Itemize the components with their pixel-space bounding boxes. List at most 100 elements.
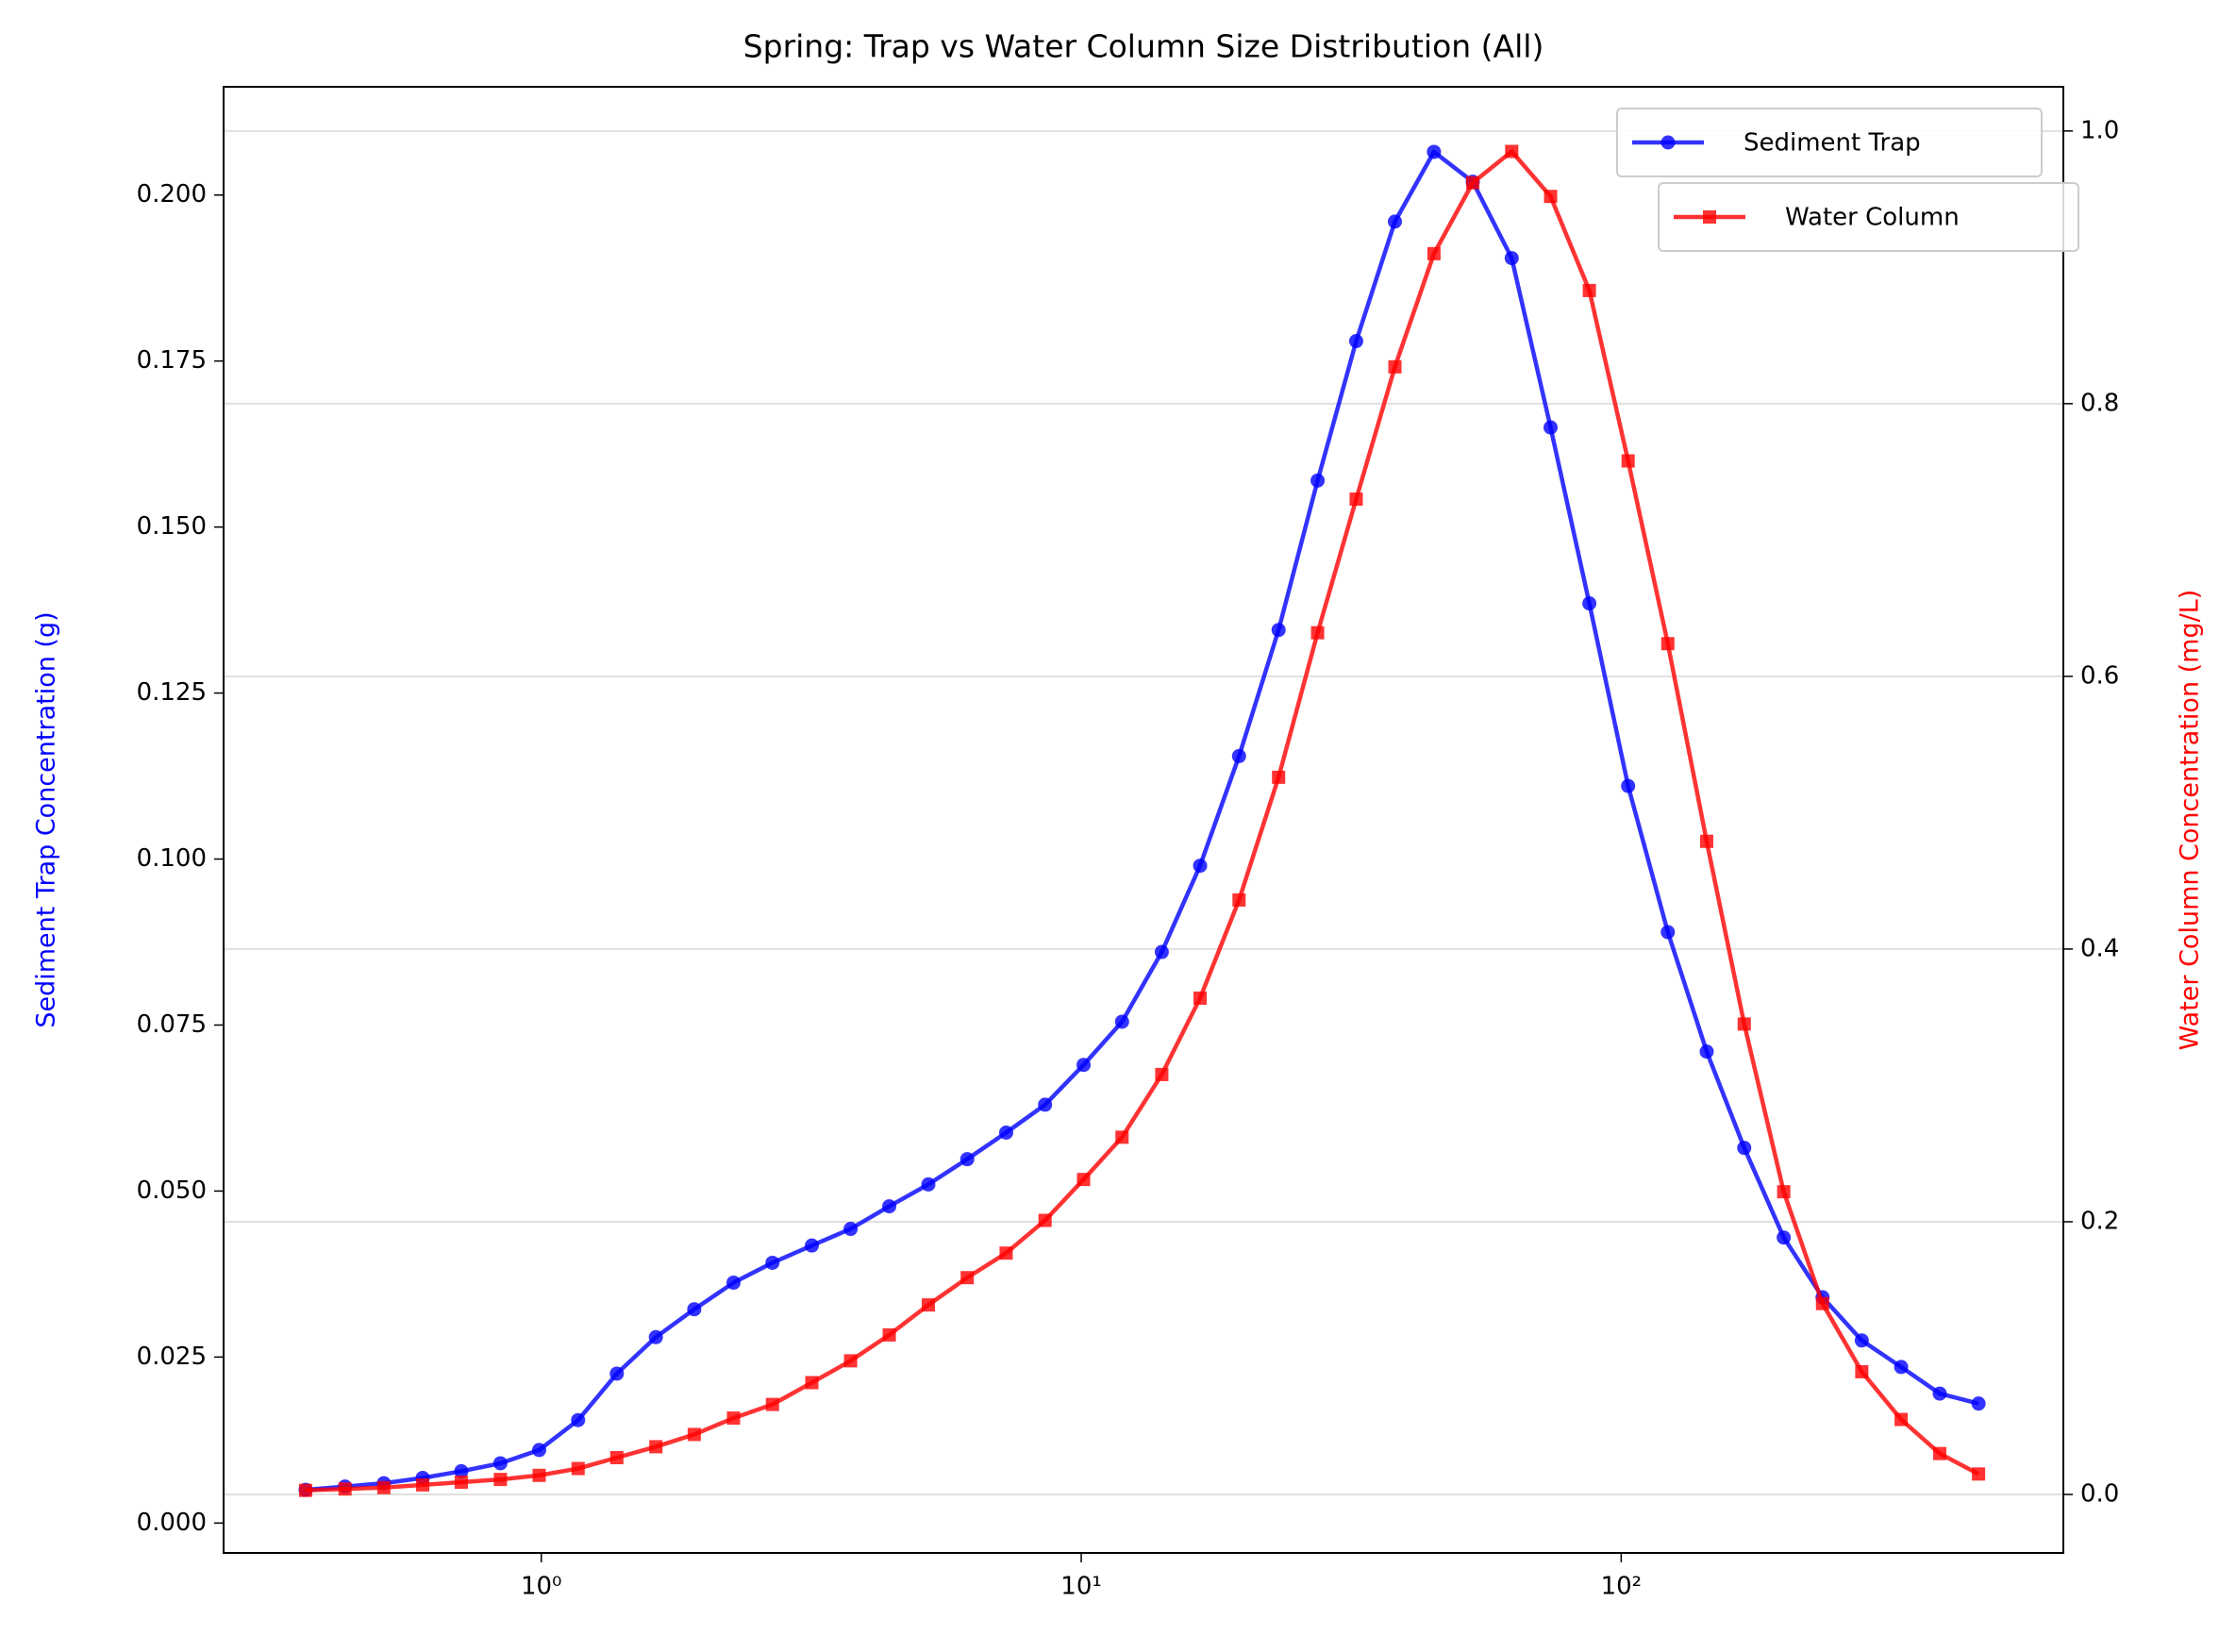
marker	[1703, 210, 1716, 224]
marker	[960, 1271, 975, 1285]
marker	[454, 1475, 468, 1489]
marker	[882, 1327, 896, 1342]
marker	[1737, 1141, 1752, 1156]
legend-label: Water Column	[1785, 204, 1960, 232]
y2-tick-label: 1.0	[2080, 116, 2119, 144]
marker	[1232, 893, 1246, 907]
chart-title: Spring: Trap vs Water Column Size Distri…	[743, 28, 1544, 65]
marker	[1815, 1296, 1829, 1310]
y2-tick-label: 0.8	[2080, 389, 2119, 417]
marker	[376, 1480, 391, 1494]
marker	[571, 1461, 585, 1476]
marker	[1076, 1173, 1091, 1187]
marker	[609, 1366, 625, 1381]
marker	[298, 1483, 312, 1497]
marker	[1621, 778, 1636, 793]
marker	[765, 1255, 780, 1270]
y-tick-label: 0.075	[137, 1010, 207, 1039]
marker	[882, 1199, 897, 1214]
y-tick-label: 0.150	[137, 512, 207, 541]
marker	[493, 1473, 508, 1487]
marker	[531, 1443, 546, 1458]
marker	[843, 1222, 859, 1237]
marker	[1348, 334, 1363, 349]
marker	[1855, 1364, 1869, 1378]
marker	[1271, 623, 1286, 638]
marker	[805, 1376, 819, 1390]
marker	[1544, 420, 1559, 435]
marker	[1660, 637, 1675, 651]
series-line	[305, 149, 1979, 1493]
marker	[1388, 359, 1402, 374]
marker	[609, 1450, 624, 1464]
marker	[1272, 770, 1286, 784]
marker	[726, 1411, 741, 1426]
y2-tick-label: 0.0	[2080, 1480, 2119, 1509]
marker	[338, 1482, 352, 1496]
y-tick-label: 0.200	[137, 180, 207, 209]
marker	[1737, 1017, 1751, 1031]
marker	[843, 1354, 858, 1368]
marker	[687, 1302, 702, 1317]
marker	[1932, 1386, 1947, 1401]
marker	[1582, 283, 1596, 297]
marker	[492, 1456, 508, 1471]
y-tick-label: 0.025	[137, 1343, 207, 1371]
marker	[1038, 1213, 1052, 1227]
marker	[1699, 1044, 1714, 1060]
marker	[532, 1468, 546, 1482]
legend-box	[1658, 182, 2079, 252]
marker	[921, 1298, 935, 1312]
y-tick-label: 0.175	[137, 346, 207, 375]
marker	[648, 1329, 663, 1344]
marker	[999, 1246, 1013, 1260]
y2-axis-label: Water Column Concentration (mg/L)	[2176, 590, 2205, 1051]
marker	[1699, 834, 1713, 848]
marker	[687, 1427, 701, 1442]
marker	[1660, 925, 1676, 940]
y-tick-label: 0.000	[137, 1509, 207, 1537]
marker	[1114, 1014, 1129, 1029]
marker	[1544, 190, 1558, 204]
x-tick-label: 10¹	[1060, 1573, 1102, 1601]
marker	[804, 1238, 819, 1253]
x-tick-label: 10²	[1601, 1573, 1643, 1601]
marker	[1388, 214, 1403, 229]
marker	[1193, 991, 1208, 1005]
y-axis-label: Sediment Trap Concentration (g)	[32, 611, 61, 1027]
marker	[1193, 859, 1208, 874]
marker	[921, 1176, 936, 1192]
plot-frame	[223, 86, 2064, 1554]
y-tick-label: 0.050	[137, 1176, 207, 1205]
legend-label: Sediment Trap	[1744, 129, 1921, 158]
marker	[1504, 251, 1519, 266]
marker	[959, 1152, 975, 1167]
legend-box	[1616, 108, 2043, 177]
marker	[1115, 1130, 1129, 1144]
marker	[1972, 1467, 1986, 1481]
marker	[1894, 1412, 1909, 1427]
marker	[1038, 1097, 1053, 1112]
y2-tick-label: 0.2	[2080, 1207, 2119, 1235]
x-tick-label: 10⁰	[521, 1573, 562, 1601]
marker	[998, 1125, 1013, 1140]
marker	[1349, 492, 1363, 507]
marker	[649, 1440, 663, 1454]
marker	[1310, 626, 1325, 640]
marker	[571, 1412, 586, 1427]
marker	[1155, 1067, 1169, 1081]
marker	[1582, 596, 1597, 611]
marker	[1154, 944, 1169, 959]
marker	[1427, 246, 1441, 260]
marker	[1621, 454, 1635, 468]
marker	[454, 1463, 469, 1478]
marker	[1076, 1058, 1092, 1073]
marker	[1466, 175, 1480, 190]
y2-tick-label: 0.4	[2080, 934, 2119, 962]
marker	[1231, 748, 1246, 763]
marker	[1932, 1446, 1946, 1460]
marker	[1777, 1230, 1792, 1245]
marker	[1971, 1396, 1986, 1411]
y-tick-label: 0.100	[137, 844, 207, 873]
